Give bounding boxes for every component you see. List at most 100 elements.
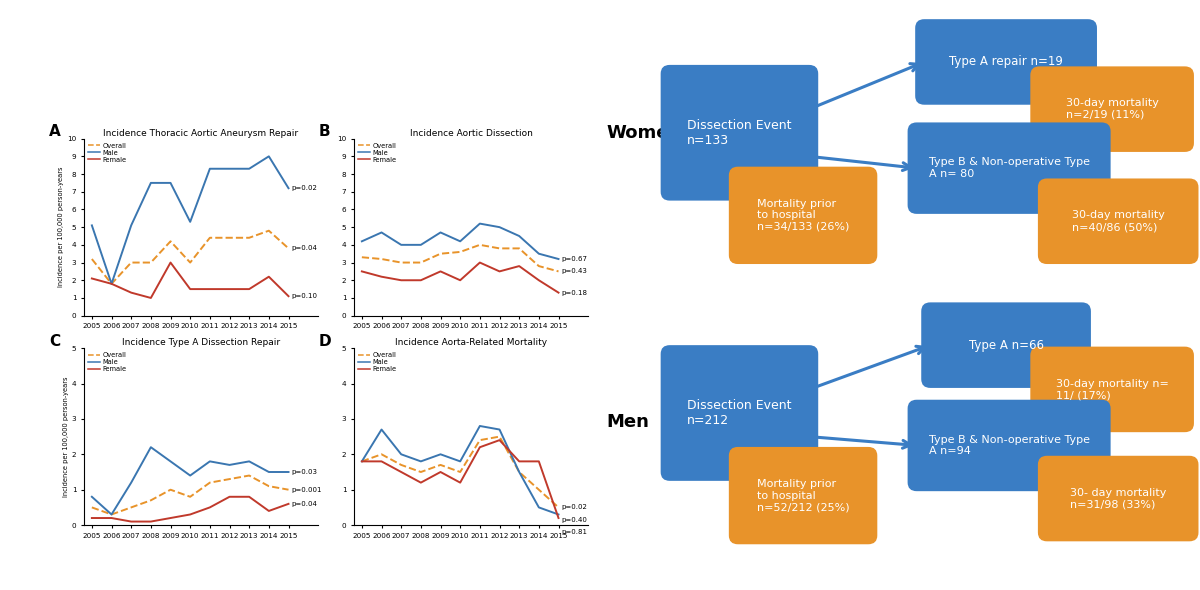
FancyBboxPatch shape bbox=[1031, 67, 1194, 152]
Overall bbox=[394, 461, 408, 468]
Text: p=0.02: p=0.02 bbox=[292, 185, 317, 191]
Overall bbox=[242, 472, 257, 479]
Female bbox=[281, 293, 295, 300]
Female bbox=[433, 268, 448, 275]
Male bbox=[374, 426, 389, 433]
Male bbox=[512, 232, 527, 240]
Line: Male: Male bbox=[92, 447, 288, 514]
Male bbox=[473, 220, 487, 227]
Line: Overall: Overall bbox=[362, 437, 558, 507]
Line: Female: Female bbox=[362, 263, 558, 293]
Text: D: D bbox=[319, 334, 331, 349]
Overall bbox=[104, 511, 119, 518]
Male bbox=[222, 165, 236, 172]
Text: p=0.40: p=0.40 bbox=[562, 517, 587, 523]
Overall bbox=[124, 504, 138, 511]
Text: B: B bbox=[319, 124, 330, 139]
Text: Mortality prior
to hospital
n=52/212 (25%): Mortality prior to hospital n=52/212 (25… bbox=[757, 479, 850, 512]
Line: Overall: Overall bbox=[92, 476, 288, 514]
Male bbox=[262, 468, 276, 476]
Legend: Overall, Male, Female: Overall, Male, Female bbox=[358, 142, 397, 163]
Female bbox=[492, 268, 506, 275]
FancyBboxPatch shape bbox=[1031, 346, 1194, 432]
Line: Male: Male bbox=[92, 156, 288, 284]
Overall bbox=[124, 259, 138, 266]
Text: C: C bbox=[49, 334, 60, 349]
Female bbox=[242, 493, 257, 500]
Overall bbox=[144, 497, 158, 504]
Overall bbox=[473, 241, 487, 248]
Line: Female: Female bbox=[362, 440, 558, 518]
Overall bbox=[414, 468, 428, 476]
Overall bbox=[551, 268, 565, 275]
Female bbox=[374, 273, 389, 280]
Male bbox=[551, 511, 565, 518]
Female bbox=[473, 444, 487, 451]
Text: p=0.10: p=0.10 bbox=[292, 293, 318, 299]
Male bbox=[281, 185, 295, 192]
Male bbox=[222, 461, 236, 468]
Female bbox=[222, 286, 236, 293]
FancyBboxPatch shape bbox=[1038, 455, 1199, 542]
Y-axis label: Incidence per 100,000 person-years: Incidence per 100,000 person-years bbox=[59, 167, 65, 287]
Male bbox=[452, 238, 467, 245]
Text: p=0.81: p=0.81 bbox=[562, 529, 588, 535]
Title: Incidence Thoracic Aortic Aneurysm Repair: Incidence Thoracic Aortic Aneurysm Repai… bbox=[103, 129, 299, 138]
FancyBboxPatch shape bbox=[728, 167, 877, 264]
Text: p=0.04: p=0.04 bbox=[292, 245, 317, 251]
Female bbox=[512, 458, 527, 465]
Female bbox=[394, 468, 408, 476]
Overall bbox=[222, 234, 236, 241]
Female bbox=[394, 277, 408, 284]
Male bbox=[394, 241, 408, 248]
Overall bbox=[355, 458, 370, 465]
Line: Female: Female bbox=[92, 263, 288, 298]
Text: p=0.04: p=0.04 bbox=[292, 501, 317, 507]
Female bbox=[222, 493, 236, 500]
Male bbox=[203, 165, 217, 172]
Overall bbox=[144, 259, 158, 266]
Text: Dissection Event
n=212: Dissection Event n=212 bbox=[688, 399, 792, 427]
Text: Mortality prior
to hospital
n=34/133 (26%): Mortality prior to hospital n=34/133 (26… bbox=[757, 199, 850, 232]
Female bbox=[182, 511, 197, 518]
Overall bbox=[222, 476, 236, 483]
Female bbox=[452, 479, 467, 486]
Overall bbox=[512, 468, 527, 476]
Female bbox=[262, 273, 276, 280]
Female bbox=[163, 514, 178, 522]
Text: Type B & Non-operative Type
A n=94: Type B & Non-operative Type A n=94 bbox=[929, 435, 1090, 456]
Male bbox=[414, 458, 428, 465]
Overall bbox=[452, 248, 467, 255]
Male bbox=[85, 493, 100, 500]
Text: 30-day mortality
n=40/86 (50%): 30-day mortality n=40/86 (50%) bbox=[1072, 211, 1165, 232]
Female bbox=[551, 514, 565, 522]
Overall bbox=[374, 255, 389, 263]
Overall bbox=[281, 486, 295, 493]
Male bbox=[492, 426, 506, 433]
Overall bbox=[281, 245, 295, 252]
Y-axis label: Incidence per 100,000 person-years: Incidence per 100,000 person-years bbox=[62, 376, 68, 497]
Male bbox=[355, 238, 370, 245]
Female bbox=[182, 286, 197, 293]
Female bbox=[281, 500, 295, 507]
Female bbox=[203, 286, 217, 293]
Male bbox=[492, 224, 506, 231]
Overall bbox=[85, 504, 100, 511]
Female bbox=[492, 437, 506, 444]
Female bbox=[512, 263, 527, 270]
Male bbox=[182, 472, 197, 479]
Overall bbox=[512, 245, 527, 252]
Male bbox=[144, 444, 158, 451]
Text: Type B & Non-operative Type
A n= 80: Type B & Non-operative Type A n= 80 bbox=[929, 158, 1090, 179]
Text: p=0.67: p=0.67 bbox=[562, 256, 588, 262]
Overall bbox=[473, 437, 487, 444]
Female bbox=[473, 259, 487, 266]
Female bbox=[532, 458, 546, 465]
Female bbox=[144, 518, 158, 525]
Male bbox=[512, 468, 527, 476]
Legend: Overall, Male, Female: Overall, Male, Female bbox=[88, 352, 127, 373]
Male bbox=[262, 153, 276, 160]
Overall bbox=[262, 483, 276, 490]
Overall bbox=[163, 486, 178, 493]
Male bbox=[124, 222, 138, 229]
